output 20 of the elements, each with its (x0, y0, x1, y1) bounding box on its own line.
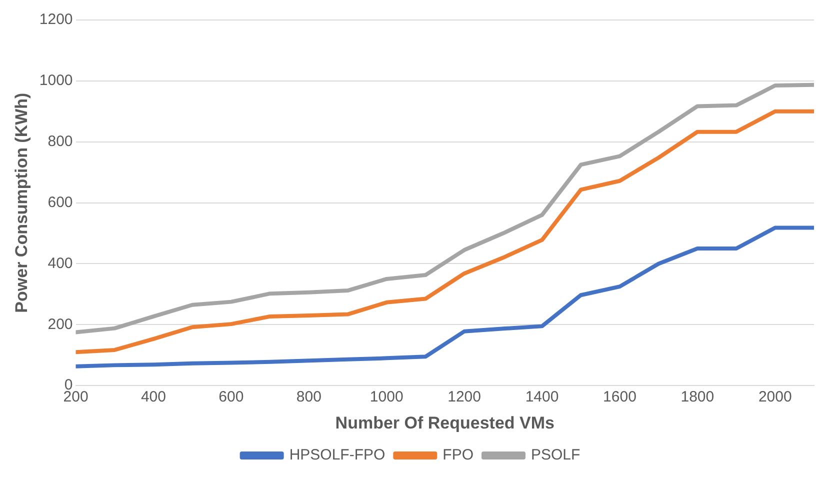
y-tick-label: 200 (48, 316, 73, 333)
x-tick-label: 800 (296, 388, 322, 406)
x-tick-label: 1800 (680, 388, 714, 406)
y-axis-title: Power Consumption (KWh) (12, 92, 31, 313)
y-tick-label: 1000 (39, 72, 73, 90)
x-tick-label: 2000 (758, 388, 792, 406)
x-tick-label: 1600 (603, 388, 636, 406)
x-tick-label: 1200 (448, 388, 481, 406)
legend-label: HPSOLF-FPO (289, 446, 386, 464)
y-tick-label: 800 (48, 133, 73, 150)
x-axis-title: Number Of Requested VMs (335, 413, 554, 432)
y-tick-label: 1200 (39, 11, 73, 28)
y-tick-label: 400 (48, 254, 73, 272)
x-tick-label: 400 (140, 388, 166, 406)
x-tick-label: 1000 (370, 388, 404, 406)
legend-label: PSOLF (531, 446, 580, 464)
legend-label: FPO (442, 446, 474, 464)
y-tick-label: 600 (48, 194, 73, 211)
x-tick-label: 1400 (525, 388, 559, 406)
x-tick-label: 600 (218, 388, 244, 406)
